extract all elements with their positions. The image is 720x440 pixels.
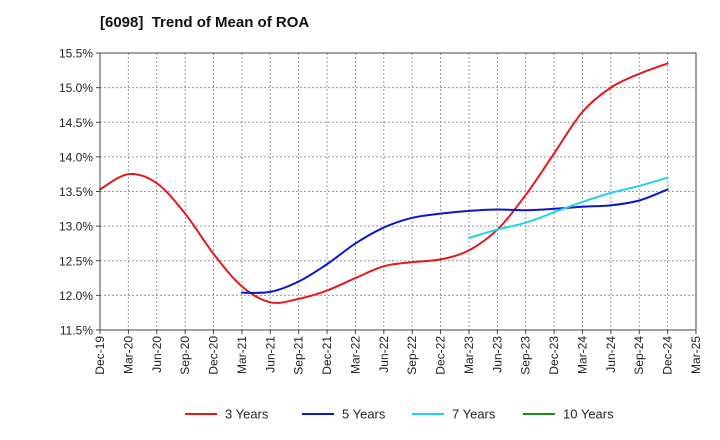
x-tick-label: Jun-23 (490, 336, 504, 373)
y-tick-label: 13.0% (59, 220, 93, 234)
x-tick-label: Sep-24 (632, 336, 646, 375)
x-tick-label: Dec-21 (320, 336, 334, 375)
x-tick-label: Dec-23 (547, 336, 561, 375)
legend-label: 5 Years (342, 407, 386, 422)
legend-label: 3 Years (225, 407, 269, 422)
x-tick-label: Dec-22 (434, 336, 448, 375)
series-lines (99, 62, 669, 304)
x-tick-label: Jun-21 (263, 336, 277, 373)
x-tick-label: Mar-22 (348, 336, 362, 374)
series-line-1 (99, 62, 669, 304)
grid-lines (100, 53, 696, 330)
y-tick-label: 14.5% (59, 116, 93, 130)
x-tick-label: Sep-23 (519, 336, 533, 375)
y-tick-label: 13.5% (59, 185, 93, 199)
x-tick-label: Jun-22 (377, 336, 391, 373)
x-tick-label: Mar-25 (689, 336, 703, 374)
x-tick-label: Jun-24 (604, 336, 618, 373)
legend-label: 10 Years (563, 407, 614, 422)
x-tick-label: Jun-20 (150, 336, 164, 373)
x-tick-label: Dec-19 (93, 336, 107, 375)
x-tick-label: Sep-21 (292, 336, 306, 375)
x-axis-ticks: Dec-19 Mar-20 Jun-20 Sep-20 Dec-20 Mar-21 Jun-… (93, 330, 703, 375)
y-tick-label: 12.0% (59, 289, 93, 303)
series-line-3 (467, 176, 669, 239)
y-tick-label: 12.5% (59, 254, 93, 268)
x-tick-label: Mar-23 (462, 336, 476, 374)
legend: 3 Years 5 Years 7 Years 10 Years (185, 407, 614, 422)
x-tick-label: Mar-24 (575, 336, 589, 374)
y-tick-label: 14.0% (59, 150, 93, 164)
x-tick-label: Dec-20 (207, 336, 221, 375)
y-axis-ticks: 11.5% 12.0% 12.5% 13.0% 13.5% 14.0% 14.5% 15.0%… (59, 47, 100, 338)
x-tick-label: Sep-22 (405, 336, 419, 375)
x-tick-label: Dec-24 (661, 336, 675, 375)
y-tick-label: 11.5% (60, 324, 93, 338)
chart-title: [6098] Trend of Mean of ROA (100, 14, 310, 31)
x-tick-label: Sep-20 (178, 336, 192, 375)
y-tick-label: 15.0% (59, 81, 93, 95)
x-tick-label: Mar-21 (235, 336, 249, 374)
series-line-2 (240, 188, 669, 294)
x-tick-label: Mar-20 (121, 336, 135, 374)
y-tick-label: 15.5% (59, 47, 93, 61)
legend-label: 7 Years (452, 407, 496, 422)
